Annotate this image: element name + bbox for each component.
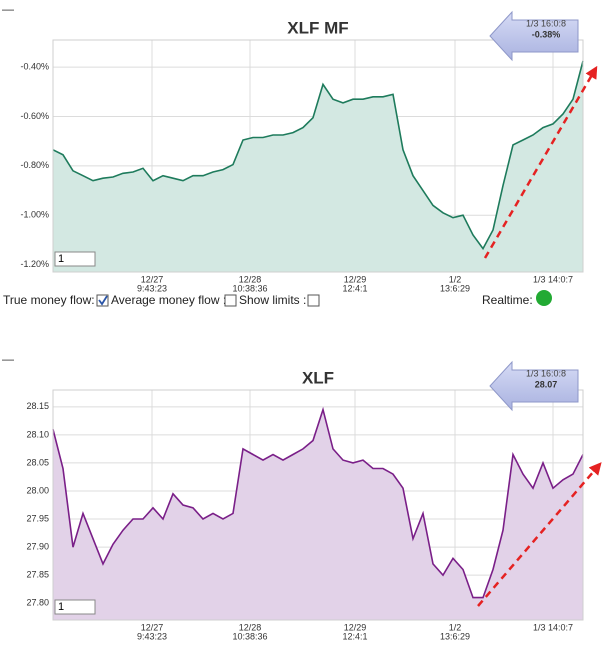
x-tick-label: 12:4:1 bbox=[342, 631, 367, 641]
x-tick-label: 9:43:23 bbox=[137, 283, 167, 293]
corner-mark: — bbox=[2, 352, 14, 366]
x-tick-label: 12/29 bbox=[344, 622, 367, 632]
x-tick-label: 12:4:1 bbox=[342, 283, 367, 293]
plot-border bbox=[52, 39, 584, 273]
area-fill bbox=[53, 61, 583, 272]
charts: —-0.40%-0.60%-0.80%-1.00%-1.20%12/279:43… bbox=[2, 2, 584, 641]
realtime-indicator[interactable] bbox=[536, 290, 552, 306]
checkbox[interactable] bbox=[224, 294, 237, 307]
x-tick-label: 12/27 bbox=[141, 274, 164, 284]
annotation-arrow bbox=[489, 360, 579, 412]
annotation-time: 1/3 16:0:8 bbox=[526, 18, 566, 28]
check-mark bbox=[98, 295, 108, 306]
control-label: Show limits : bbox=[239, 293, 306, 307]
x-tick-label: 13:6:29 bbox=[440, 283, 470, 293]
checkbox[interactable] bbox=[307, 294, 320, 307]
y-tick-label: 28.10 bbox=[26, 429, 49, 439]
x-tick-label: 1/2 bbox=[449, 274, 462, 284]
x-tick-label: 13:6:29 bbox=[440, 631, 470, 641]
input-box[interactable] bbox=[54, 599, 96, 615]
trend-arrow bbox=[477, 462, 602, 607]
controls: True money flow: Average money flow : Sh… bbox=[3, 290, 552, 307]
y-tick-label: 27.80 bbox=[26, 598, 49, 608]
y-tick-label: 27.85 bbox=[26, 569, 49, 579]
x-tick-label: 9:43:23 bbox=[137, 631, 167, 641]
x-tick-label: 12/28 bbox=[239, 622, 262, 632]
y-tick-label: -0.40% bbox=[20, 62, 49, 72]
y-tick-label: -0.60% bbox=[20, 111, 49, 121]
y-tick-label: 27.90 bbox=[26, 541, 49, 551]
line bbox=[52, 406, 584, 599]
control-label: Average money flow : bbox=[111, 293, 226, 307]
x-tick-label: 12/29 bbox=[344, 274, 367, 284]
y-tick-label: -1.20% bbox=[20, 259, 49, 269]
x-tick-label: 1/3 14:0:7 bbox=[533, 622, 573, 632]
y-tick-label: -1.00% bbox=[20, 210, 49, 220]
annotation-value: 28.07 bbox=[535, 379, 558, 389]
input-value: 1 bbox=[58, 601, 64, 613]
x-tick-label: 10:38:36 bbox=[232, 631, 267, 641]
input-value: 1 bbox=[58, 253, 64, 265]
corner-mark: — bbox=[2, 2, 14, 16]
control-label: True money flow: bbox=[3, 293, 95, 307]
line bbox=[52, 60, 584, 251]
checkbox[interactable] bbox=[96, 294, 109, 307]
control-label: Realtime: bbox=[482, 293, 533, 307]
x-tick-label: 1/3 14:0:7 bbox=[533, 274, 573, 284]
input-box[interactable] bbox=[54, 251, 96, 267]
y-tick-label: 28.00 bbox=[26, 485, 49, 495]
plot-border bbox=[52, 389, 584, 621]
x-tick-label: 1/2 bbox=[449, 622, 462, 632]
y-tick-label: 27.95 bbox=[26, 513, 49, 523]
x-tick-label: 12/27 bbox=[141, 622, 164, 632]
chart-title: XLF bbox=[302, 368, 334, 387]
x-tick-label: 12/28 bbox=[239, 274, 262, 284]
y-tick-label: 28.05 bbox=[26, 457, 49, 467]
annotation-value: -0.38% bbox=[532, 29, 561, 39]
annotation-time: 1/3 16:0:8 bbox=[526, 368, 566, 378]
area-fill bbox=[53, 409, 583, 620]
y-tick-label: -0.80% bbox=[20, 160, 49, 170]
annotation-arrow bbox=[489, 10, 579, 62]
chart-title: XLF MF bbox=[287, 18, 348, 37]
y-tick-label: 28.15 bbox=[26, 401, 49, 411]
trend-arrow bbox=[483, 65, 598, 259]
x-tick-label: 10:38:36 bbox=[232, 283, 267, 293]
